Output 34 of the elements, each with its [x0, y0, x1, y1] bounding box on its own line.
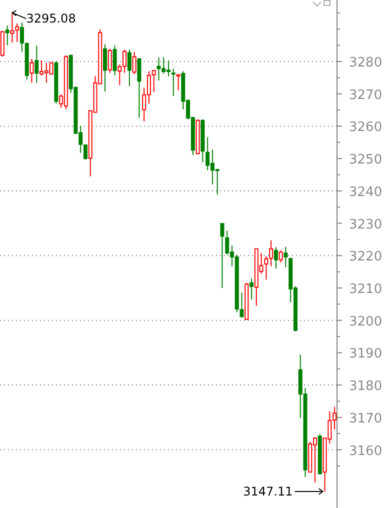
candlestick [103, 44, 108, 92]
y-tick-label: 3230 [349, 217, 382, 232]
candlestick [152, 70, 156, 93]
y-tick-label: 3170 [349, 411, 382, 426]
y-tick-label: 3240 [349, 184, 382, 200]
y-tick-label: 3250 [349, 152, 382, 168]
candlestick [112, 45, 117, 76]
candlestick [108, 48, 112, 74]
candlestick [34, 45, 39, 84]
candlestick [274, 246, 278, 270]
y-tick-label: 3270 [349, 88, 382, 103]
y-tick-label: 3210 [349, 282, 382, 297]
candlestick [250, 278, 254, 300]
y-tick-label: 3220 [349, 250, 382, 265]
candlestick [284, 246, 288, 268]
y-tick-label: 3160 [349, 444, 382, 459]
candlestick [220, 223, 224, 288]
candlestick [176, 74, 180, 91]
annotation: 3147.11 [243, 484, 293, 498]
candlestick [132, 51, 136, 75]
y-tick-label: 3190 [349, 346, 382, 362]
y-tick-label: 3200 [349, 314, 382, 330]
candlestick [171, 68, 176, 97]
candlestick [5, 25, 10, 46]
candlestick [30, 58, 34, 84]
candlestick [264, 256, 268, 280]
annotation: 3295.08 [26, 12, 76, 26]
candlestick [269, 240, 274, 267]
candlestick [127, 49, 132, 87]
y-tick-label: 3180 [349, 379, 382, 394]
y-tick-label: 3260 [349, 120, 382, 136]
candlestick [278, 250, 283, 263]
candlestick [137, 57, 142, 118]
y-tick-label: 3280 [349, 55, 382, 70]
